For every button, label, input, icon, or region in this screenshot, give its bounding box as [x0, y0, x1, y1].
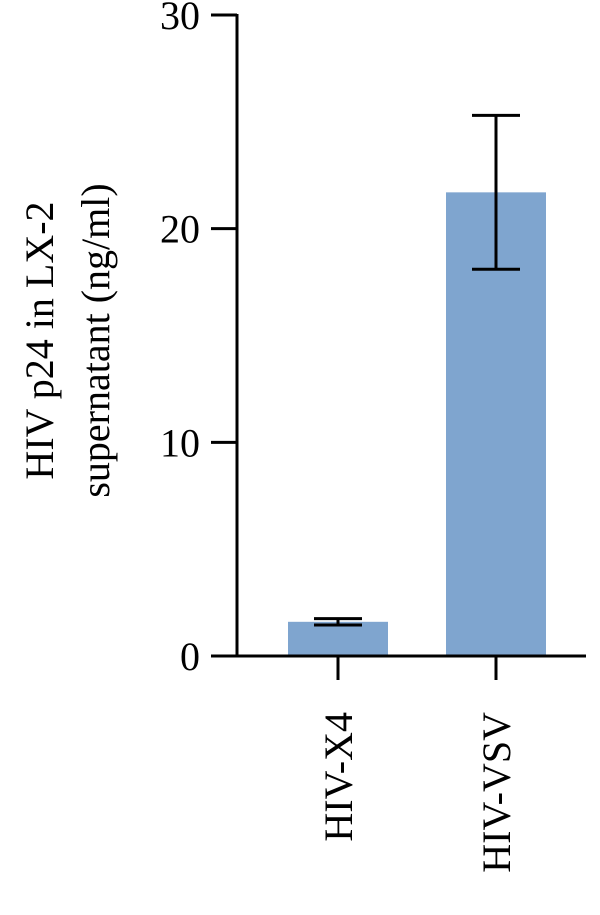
y-tick-label: 20 — [160, 207, 200, 252]
y-axis: 0 10 20 30 — [160, 0, 239, 679]
y-axis-title-line: HIV p24 in LX-2 — [17, 201, 62, 479]
y-tick-label: 30 — [160, 0, 200, 38]
bars — [288, 192, 546, 657]
y-tick-label: 10 — [160, 420, 200, 465]
y-axis-title-line: supernatant (ng/ml) — [73, 183, 118, 497]
y-tick-label: 0 — [180, 634, 200, 679]
bar-hiv-x4 — [288, 621, 388, 656]
x-axis: HIV-X4 HIV-VSV — [235, 654, 586, 873]
x-category-label: HIV-X4 — [316, 712, 361, 842]
error-bars — [314, 113, 520, 627]
x-category-label: HIV-VSV — [474, 712, 519, 873]
y-axis-title: HIV p24 in LX-2 supernatant (ng/ml) — [17, 183, 118, 497]
